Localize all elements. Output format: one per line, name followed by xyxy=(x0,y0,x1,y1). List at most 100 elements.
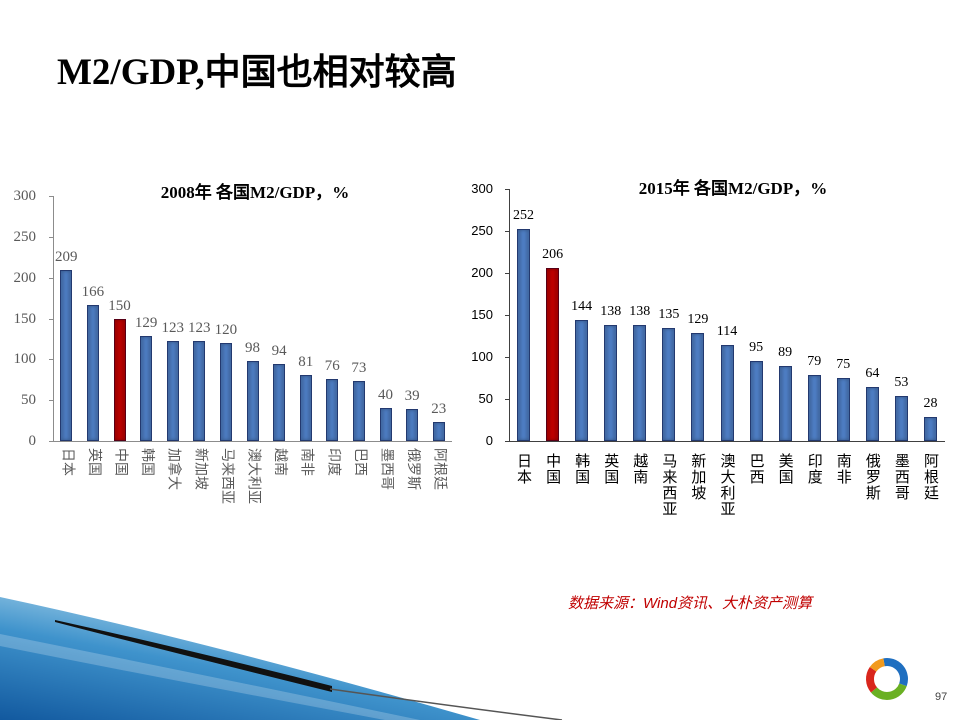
slide-title-cjk: 中国也相对较高 xyxy=(204,51,457,92)
bar-2008-2 xyxy=(86,305,99,441)
y-tick-label-2015: 200 xyxy=(471,265,493,280)
source-note: 数据来源：Wind资讯、大朴资产测算 xyxy=(568,595,813,612)
value-label-2008-8: 98 xyxy=(245,339,260,356)
y-tick-mark-2008 xyxy=(49,277,53,279)
value-label-2008-4: 129 xyxy=(134,314,158,331)
bar-2008-10 xyxy=(299,374,312,441)
category-label-2015-13: 俄罗斯 xyxy=(863,453,881,501)
bar-2008-3 xyxy=(113,318,126,441)
bar-2015-6 xyxy=(662,327,676,441)
logo-segment-orange xyxy=(869,658,886,672)
bar-2008-9 xyxy=(273,364,286,441)
y-axis-line-2008 xyxy=(53,196,54,442)
y-tick-mark-2015 xyxy=(505,231,509,232)
y-tick-mark-2015 xyxy=(505,441,509,442)
y-tick-mark-2015 xyxy=(505,399,509,400)
black-swoosh-line xyxy=(55,620,332,692)
chart-title-2008: 2008年 各国M2/GDP，% xyxy=(160,183,350,202)
value-label-2008-6: 123 xyxy=(188,319,211,336)
value-label-2015-4: 138 xyxy=(600,304,622,320)
y-tick-mark-2008 xyxy=(49,441,53,442)
y-tick-mark-2015 xyxy=(505,273,509,274)
bar-2015-8 xyxy=(720,345,734,441)
y-tick-label-2008: 150 xyxy=(13,310,37,327)
gray-swoosh-line xyxy=(329,688,563,720)
swoosh-sheen-band xyxy=(0,634,420,720)
y-axis-line-2015 xyxy=(509,189,510,442)
value-label-2008-11: 76 xyxy=(324,357,340,374)
category-label-2015-12: 南非 xyxy=(834,453,852,485)
value-label-2008-3: 150 xyxy=(108,297,131,314)
category-label-2015-3: 韩国 xyxy=(573,453,591,485)
logo-segment-green xyxy=(870,683,907,700)
value-label-2008-5: 123 xyxy=(161,319,184,336)
x-axis-line-2015 xyxy=(509,441,945,442)
value-label-2015-12: 75 xyxy=(836,357,851,372)
y-tick-label-2008: 300 xyxy=(13,188,37,204)
y-tick-mark-2008 xyxy=(49,236,53,238)
value-label-2015-10: 89 xyxy=(778,345,793,361)
value-label-2008-14: 39 xyxy=(404,388,420,405)
category-label-2015-9: 巴西 xyxy=(747,453,765,485)
bar-2015-4 xyxy=(604,325,618,441)
category-label-2008-2: 英国 xyxy=(85,448,101,476)
bottom-left-swoosh-decoration xyxy=(0,597,563,720)
x-axis-line-2008 xyxy=(53,441,452,442)
bar-2008-1 xyxy=(60,270,73,441)
value-label-2015-14: 53 xyxy=(894,375,909,391)
page-number: 97 xyxy=(935,691,948,703)
category-label-2015-11: 印度 xyxy=(805,453,823,485)
y-tick-label-2008: 200 xyxy=(13,269,37,286)
value-label-2015-9: 95 xyxy=(749,340,764,356)
category-label-2015-2: 中国 xyxy=(544,453,562,485)
category-label-2015-6: 马来西亚 xyxy=(660,453,678,517)
bar-2015-10 xyxy=(778,366,792,441)
bar-2015-5 xyxy=(633,325,647,441)
value-label-2015-15: 28 xyxy=(923,396,938,412)
category-label-2015-10: 美国 xyxy=(776,453,794,485)
value-label-2015-13: 64 xyxy=(865,366,880,382)
category-label-2008-12: 巴西 xyxy=(351,448,367,476)
bar-2015-2 xyxy=(546,267,560,441)
y-tick-label-2008: 50 xyxy=(21,392,36,409)
blue-swoosh-shape xyxy=(0,597,480,720)
value-label-2008-12: 73 xyxy=(351,360,367,377)
y-tick-mark-2008 xyxy=(49,359,53,361)
value-label-2015-2: 206 xyxy=(542,246,564,262)
y-tick-label-2008: 250 xyxy=(13,228,37,245)
company-logo-icon xyxy=(866,658,908,700)
y-tick-mark-2008 xyxy=(49,400,53,402)
bar-2015-3 xyxy=(575,320,589,441)
value-label-2015-7: 129 xyxy=(687,311,709,327)
bar-2015-14 xyxy=(894,396,908,441)
value-label-2008-2: 166 xyxy=(81,284,105,301)
bar-2008-14 xyxy=(406,409,419,441)
y-tick-label-2015: 50 xyxy=(478,391,493,406)
bar-2008-7 xyxy=(219,343,232,441)
category-label-2008-9: 越南 xyxy=(272,448,288,476)
bar-2015-15 xyxy=(923,417,937,441)
category-label-2008-8: 澳大利亚 xyxy=(245,448,261,504)
category-label-2015-5: 越南 xyxy=(631,453,649,485)
value-label-2008-15: 23 xyxy=(431,401,447,418)
chart-title-2015: 2015年 各国M2/GDP，% xyxy=(638,179,828,198)
value-label-2015-1: 252 xyxy=(513,208,535,224)
category-label-2015-8: 澳大利亚 xyxy=(718,453,736,517)
y-tick-label-2008: 0 xyxy=(28,433,37,449)
bar-2015-12 xyxy=(836,378,850,441)
y-tick-mark-2015 xyxy=(505,189,509,190)
bar-2008-5 xyxy=(166,340,179,441)
category-label-2015-14: 墨西哥 xyxy=(892,453,910,501)
slide-title: M2/GDP,中国也相对较高 xyxy=(57,50,457,102)
bar-2015-13 xyxy=(865,387,879,441)
value-label-2008-7: 120 xyxy=(214,322,238,338)
bar-2015-1 xyxy=(517,229,531,441)
bar-2008-13 xyxy=(379,408,392,441)
category-label-2008-4: 韩国 xyxy=(139,448,155,476)
y-tick-mark-2008 xyxy=(49,318,53,320)
y-tick-label-2015: 250 xyxy=(471,223,493,238)
y-tick-label-2015: 300 xyxy=(471,181,493,196)
value-label-2008-9: 94 xyxy=(271,343,287,360)
bar-2008-11 xyxy=(326,378,339,441)
bar-2008-6 xyxy=(193,340,206,441)
